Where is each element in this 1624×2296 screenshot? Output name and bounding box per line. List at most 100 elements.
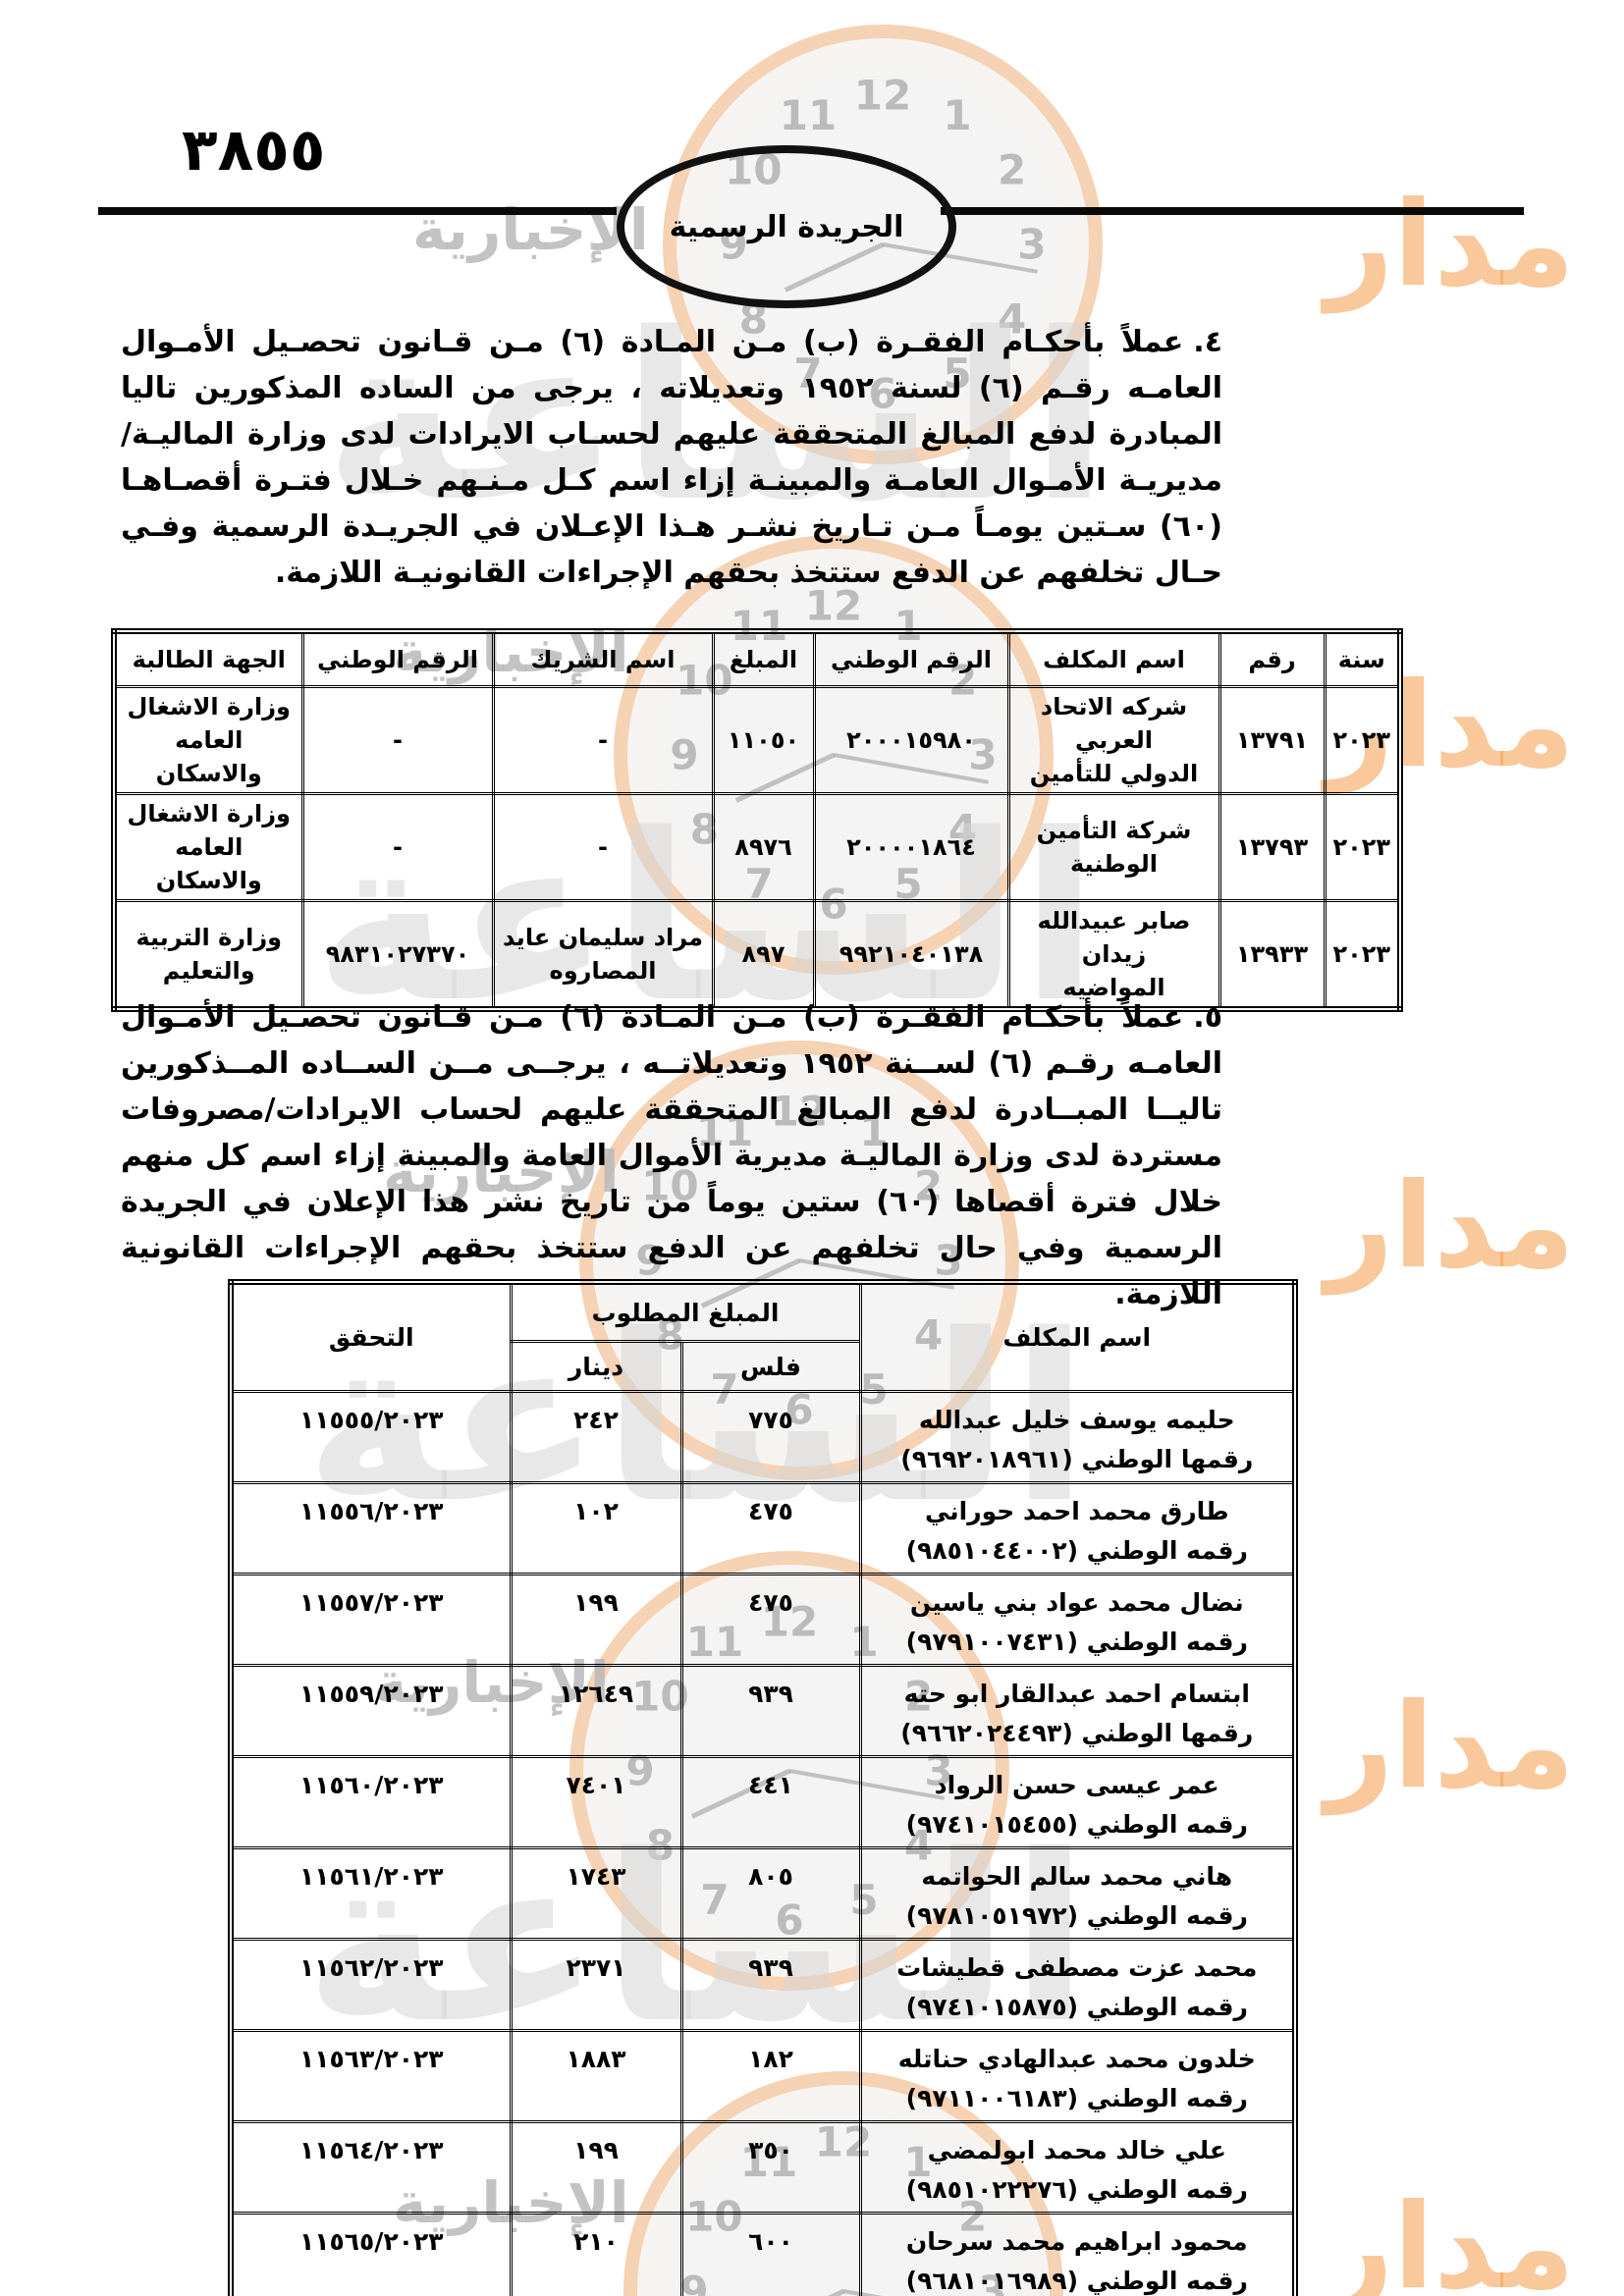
table-cell: ٢٠٠٠١٥٩٨٠	[812, 685, 1010, 795]
table-cell: ١١٠٥٠	[711, 685, 816, 795]
table-cell: ١١٥٦٥/٢٠٢٣	[229, 2212, 513, 2296]
collection-table-individuals: اسم المكلف المبلغ المطلوب التحقق فلس دين…	[228, 1279, 1299, 2296]
section-5-paragraph: ٥.عملاً بأحكـام الفقـرة (ب) مـن المـادة …	[121, 994, 1222, 1317]
table-cell: ٨٩٧٦	[711, 792, 816, 902]
col-number: رقم	[1218, 629, 1326, 688]
table-header-row: اسم المكلف المبلغ المطلوب التحقق	[229, 1280, 1297, 1393]
table-cell: نضال محمد عواد بني ياسين رقمه الوطني (٩٧…	[858, 1573, 1297, 1667]
table-cell: شركة التأمين الوطنية	[1006, 792, 1221, 902]
table-cell: ٤٧٥	[679, 1481, 862, 1575]
table-cell: علي خالد محمد ابولمضي رقمه الوطني (٩٨٥١٠…	[858, 2120, 1297, 2215]
table-cell: ١٩٩	[509, 1573, 683, 1667]
table-row: خلدون محمد عبدالهادي حناتله رقمه الوطني …	[229, 2029, 1297, 2123]
table-cell: ٩٣٩	[679, 1938, 862, 2032]
col-amount-required: المبلغ المطلوب	[509, 1280, 862, 1343]
table-cell: هاني محمد سالم الحواتمه رقمه الوطني (٩٧٨…	[858, 1846, 1297, 1941]
col-dinar: دينار	[509, 1340, 683, 1393]
table-cell: طارق محمد احمد حوراني رقمه الوطني (٩٨٥١٠…	[858, 1481, 1297, 1575]
col-partner-national-id: الرقم الوطني	[300, 629, 495, 688]
table-row: ٢٠٢٣ ١٣٧٩١ شركه الاتحاد العربي الدولي للتأ…	[112, 685, 1402, 795]
table-cell: ٤٧٥	[679, 1573, 862, 1667]
table-cell: ابتسام احمد عبدالقار ابو حته رقمها الوطن…	[858, 1664, 1297, 1758]
table-cell: ١٢٦٤٩	[509, 1664, 683, 1758]
table-cell: ٧٤٠١	[509, 1755, 683, 1849]
table-row: نضال محمد عواد بني ياسين رقمه الوطني (٩٧…	[229, 1573, 1297, 1667]
header-rule-right	[941, 207, 1524, 215]
table-row: محمود ابراهيم محمد سرحان رقمه الوطني (٩٦…	[229, 2212, 1297, 2296]
table-cell: ٢٤٢	[509, 1390, 683, 1484]
table-cell: -	[300, 685, 495, 795]
table-cell: ١١٥٦١/٢٠٢٣	[229, 1846, 513, 1941]
col-taxpayer-name: اسم المكلف	[858, 1280, 1297, 1393]
header-rule-left	[98, 207, 617, 215]
table-cell: -	[491, 685, 715, 795]
table-cell: ٦٠٠	[679, 2212, 862, 2296]
table-cell: وزارة الاشغال العامه والاسكان	[112, 685, 304, 795]
gazette-banner-label: الجريدة الرسمية	[669, 209, 904, 244]
section-4-paragraph: ٤.عملاً بأحكـام الفقـرة (ب) مـن المـادة …	[121, 319, 1222, 596]
table-cell: -	[300, 792, 495, 902]
table-cell: ٢٠٢٣	[1323, 685, 1402, 795]
table-cell: ١٠٢	[509, 1481, 683, 1575]
table-cell: ٩٣٩	[679, 1664, 862, 1758]
table-cell: ١١٥٥٧/٢٠٢٣	[229, 1573, 513, 1667]
col-taxpayer-name: اسم المكلف	[1006, 629, 1221, 688]
table-row: ابتسام احمد عبدالقار ابو حته رقمها الوطن…	[229, 1664, 1297, 1758]
table-cell: ١١٥٦٢/٢٠٢٣	[229, 1938, 513, 2032]
table-cell: ١١٥٦٤/٢٠٢٣	[229, 2120, 513, 2215]
table-cell: ٩٩٢١٠٤٠١٣٨	[812, 899, 1010, 1011]
table-cell: مراد سليمان عايد المصاروه	[491, 899, 715, 1011]
table-cell: ١١٥٥٩/٢٠٢٣	[229, 1664, 513, 1758]
col-year: سنة	[1323, 629, 1402, 688]
table-cell: ١٨٢	[679, 2029, 862, 2123]
gazette-banner-oval: الجريدة الرسمية	[617, 145, 956, 308]
table-cell: ٢٣٧١	[509, 1938, 683, 2032]
table-cell: ١١٥٦٣/٢٠٢٣	[229, 2029, 513, 2123]
col-check: التحقق	[229, 1280, 513, 1393]
table-cell: عمر عيسى حسن الرواد رقمه الوطني (٩٧٤١٠١٥…	[858, 1755, 1297, 1849]
table-row: ٢٠٢٣ ١٣٧٩٣ شركة التأمين الوطنية ٢٠٠٠٠١٨٦٤ ٨٩…	[112, 792, 1402, 902]
table-cell: ٣٥٠	[679, 2120, 862, 2215]
table-cell: شركه الاتحاد العربي الدولي للتأمين	[1006, 685, 1221, 795]
table-cell: محمود ابراهيم محمد سرحان رقمه الوطني (٩٦…	[858, 2212, 1297, 2296]
table-cell: ١٣٩٣٣	[1218, 899, 1326, 1011]
table-header-row: سنة رقم اسم المكلف الرقم الوطني المبلغ ا…	[112, 629, 1402, 688]
table-cell: ٩٨٣١٠٢٧٣٧٠	[300, 899, 495, 1011]
table-row: طارق محمد احمد حوراني رقمه الوطني (٩٨٥١٠…	[229, 1481, 1297, 1575]
table-cell: حليمه يوسف خليل عبدالله رقمها الوطني (٩٦…	[858, 1390, 1297, 1484]
section-4-text: عملاً بأحكـام الفقـرة (ب) مـن المـادة (٦…	[121, 325, 1222, 590]
col-national-id: الرقم الوطني	[812, 629, 1010, 688]
table-cell: ١١٥٥٥/٢٠٢٣	[229, 1390, 513, 1484]
table-cell: ٧٧٥	[679, 1390, 862, 1484]
table-row: هاني محمد سالم الحواتمه رقمه الوطني (٩٧٨…	[229, 1846, 1297, 1941]
table-cell: ٢٠٠٠٠١٨٦٤	[812, 792, 1010, 902]
section-4-number: ٤.	[1193, 325, 1223, 359]
table-cell: ٤٤١	[679, 1755, 862, 1849]
table-row: ٢٠٢٣ ١٣٩٣٣ صابر عبيدالله زيدان المواضيه ٩٩٢…	[112, 899, 1402, 1011]
table-cell: ١٣٧٩٣	[1218, 792, 1326, 902]
table-cell: ٢٠٢٣	[1323, 792, 1402, 902]
table-row: حليمه يوسف خليل عبدالله رقمها الوطني (٩٦…	[229, 1390, 1297, 1484]
table-cell: ١٩٩	[509, 2120, 683, 2215]
table-cell: ١٣٧٩١	[1218, 685, 1326, 795]
table-cell: خلدون محمد عبدالهادي حناتله رقمه الوطني …	[858, 2029, 1297, 2123]
collection-table-companies: سنة رقم اسم المكلف الرقم الوطني المبلغ ا…	[111, 628, 1403, 1012]
section-5-text: عملاً بأحكـام الفقـرة (ب) مـن المـادة (٦…	[121, 1000, 1222, 1311]
table-cell: ٢٠٢٣	[1323, 899, 1402, 1011]
table-cell: ١٧٤٣	[509, 1846, 683, 1941]
table-cell: -	[491, 792, 715, 902]
col-partner-name: اسم الشريك	[491, 629, 715, 688]
table-row: محمد عزت مصطفى قطيشات رقمه الوطني (٩٧٤١٠…	[229, 1938, 1297, 2032]
col-fils: فلس	[679, 1340, 862, 1393]
table-row: علي خالد محمد ابولمضي رقمه الوطني (٩٨٥١٠…	[229, 2120, 1297, 2215]
table-cell: ١١٥٦٠/٢٠٢٣	[229, 1755, 513, 1849]
table-cell: ١١٥٥٦/٢٠٢٣	[229, 1481, 513, 1575]
table-cell: وزارة الاشغال العامه والاسكان	[112, 792, 304, 902]
table-cell: ٢١٠	[509, 2212, 683, 2296]
table-cell: صابر عبيدالله زيدان المواضيه	[1006, 899, 1221, 1011]
table-cell: وزارة التربية والتعليم	[112, 899, 304, 1011]
col-requesting-authority: الجهة الطالبة	[112, 629, 304, 688]
section-5-number: ٥.	[1193, 1000, 1223, 1035]
